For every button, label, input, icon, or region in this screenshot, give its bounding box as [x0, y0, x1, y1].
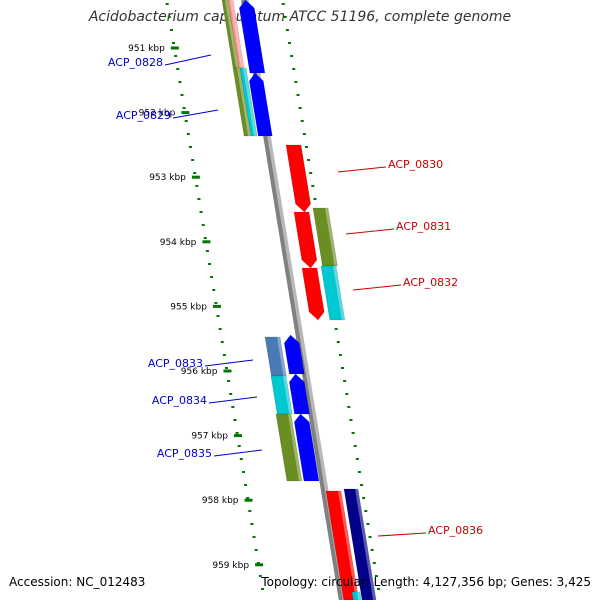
gene-arrow-reverse: [289, 373, 310, 415]
gene-block-cyan: [320, 265, 346, 321]
gene-arrow-reverse: [239, 0, 266, 74]
gene-label-layer: ACP_0828 ACP_0829 ACP_0830 ACP_0831 ACP_0832…: [108, 54, 483, 537]
gene-label-acp_0830: ACP_0830: [388, 158, 443, 171]
gene-label-acp_0832: ACP_0832: [403, 276, 458, 289]
gene-layer: [221, 0, 377, 600]
leader-line: [164, 54, 212, 66]
gene-block-olive: [275, 413, 303, 482]
gene-arrow-reverse: [294, 413, 320, 482]
gene-block-cyan-highlight: [283, 376, 293, 414]
gene-label-acp_0836: ACP_0836: [428, 524, 483, 537]
gene-arrow-forward: [301, 267, 325, 321]
gene-label-acp_0831: ACP_0831: [396, 220, 451, 233]
scale-label: 954 kbp: [160, 238, 197, 248]
gene-block-cyan: [270, 375, 293, 415]
gene-label-acp_0835: ACP_0835: [157, 447, 212, 460]
leader-line: [377, 532, 427, 537]
map-title: Acidobacterium capsulatum ATCC 51196, co…: [88, 9, 512, 25]
gene-arrow-forward: [285, 144, 311, 213]
gene-block-steelblue-highlight: [277, 337, 287, 376]
gene-block-salmon-highlight: [230, 0, 245, 68]
gene-label-acp_0829: ACP_0829: [116, 109, 171, 122]
gene-block-cyan: [351, 591, 362, 600]
gene-block-cyan-highlight: [243, 68, 258, 136]
gene-block-red: [325, 490, 360, 600]
scale-label: 957 kbp: [191, 432, 228, 442]
gene-label-acp_0828: ACP_0828: [108, 56, 163, 69]
scale-label: 955 kbp: [170, 302, 207, 312]
scale-label: 952 kbp: [139, 109, 176, 119]
scale-label: 953 kbp: [149, 173, 186, 183]
gene-block-cyan-highlight: [333, 266, 345, 320]
gene-block-steelblue: [264, 336, 287, 377]
gene-arrow-reverse: [284, 334, 305, 375]
scale-label: 951 kbp: [128, 44, 165, 54]
gene-block-navy-highlight: [355, 489, 377, 600]
gene-arrow-forward: [293, 211, 318, 269]
leader-line: [208, 396, 258, 404]
leader-line: [345, 228, 395, 235]
accession-text: Accession: NC_012483: [9, 575, 146, 589]
gene-block-olive-highlight: [288, 414, 302, 481]
leader-line: [172, 109, 219, 119]
gene-block-navy: [343, 488, 377, 600]
leader-line: [352, 284, 402, 291]
scale-label: 958 kbp: [202, 496, 239, 506]
gene-block-cyan: [239, 67, 258, 137]
scale-label-layer: 951 kbp 952 kbp 953 kbp 954 kbp 955 kbp 956 k…: [128, 44, 249, 571]
gene-block-olive-highlight: [237, 68, 252, 136]
gene-label-acp_0834: ACP_0834: [152, 394, 207, 407]
gene-block-olive: [312, 207, 338, 267]
leader-line: [204, 359, 254, 367]
gene-arrow-reverse: [249, 72, 273, 137]
leader-line: [337, 166, 387, 173]
leader-line: [213, 449, 263, 457]
gene-block-cyan-highlight: [357, 592, 362, 600]
gene-label-acp_0833: ACP_0833: [148, 357, 203, 370]
scale-label: 959 kbp: [212, 561, 249, 571]
gene-block-olive-highlight: [225, 0, 240, 68]
gene-block-red-highlight: [338, 491, 359, 600]
scale-label: 956 kbp: [181, 367, 218, 377]
gene-block-olive-highlight: [325, 208, 338, 266]
genome-summary-text: Topology: circular; Length: 4,127,356 bp…: [261, 575, 591, 589]
